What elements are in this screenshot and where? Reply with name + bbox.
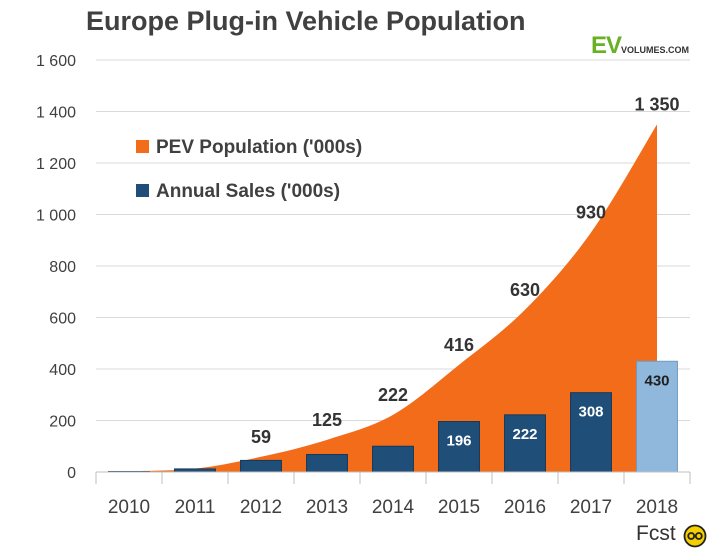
brand-ev: EV — [591, 32, 622, 59]
annual-sales-bar-forecast — [636, 360, 678, 473]
annual-sales-bar — [372, 445, 414, 473]
x-tick-label: 2018 — [636, 497, 678, 518]
x-tick-label: 2012 — [240, 497, 282, 518]
x-tick-label: 2014 — [372, 497, 415, 518]
legend-annual-sales-label: Annual Sales ('000s) — [156, 181, 340, 202]
y-tick-label: 1 400 — [36, 105, 76, 122]
brand-volumes: VOLUMES.COM — [621, 45, 690, 55]
legend-pev-population-swatch — [136, 140, 149, 153]
evvolumes-logo: EVVOLUMES.COM — [591, 32, 689, 60]
x-tick-label: 2010 — [108, 497, 150, 518]
x-tick-label: 2017 — [570, 497, 612, 518]
y-tick-label: 200 — [49, 414, 76, 431]
annual-sales-bar — [504, 414, 546, 473]
pev-population-data-label: 222 — [378, 385, 408, 405]
y-tick-label: 1 200 — [36, 156, 76, 173]
chart-title: Europe Plug-in Vehicle Population — [86, 6, 526, 36]
annual-sales-data-label: 430 — [644, 372, 669, 389]
forecast-label: Fcst — [636, 522, 676, 545]
y-tick-label: 1 600 — [36, 53, 76, 70]
y-tick-label: 400 — [49, 362, 76, 379]
pev-population-data-label: 630 — [510, 280, 540, 300]
y-tick-label: 1 000 — [36, 208, 76, 225]
y-tick-label: 0 — [67, 465, 76, 482]
legend-annual-sales-swatch — [136, 184, 149, 197]
x-tick-label: 2015 — [438, 497, 480, 518]
annual-sales-data-label: 222 — [512, 426, 537, 443]
legend-pev-population-label: PEV Population ('000s) — [156, 137, 362, 158]
y-tick-label: 800 — [49, 259, 76, 276]
pev-population-data-label: 930 — [576, 203, 606, 223]
pev-population-data-label: 59 — [251, 427, 271, 447]
x-tick-label: 2013 — [306, 497, 348, 518]
x-tick-label: 2016 — [504, 497, 546, 518]
annual-sales-bar — [240, 459, 282, 473]
forecast-icon — [683, 524, 707, 548]
annual-sales-bar — [438, 421, 480, 473]
annual-sales-bar — [306, 453, 348, 473]
annual-sales-data-label: 308 — [578, 404, 603, 421]
pev-population-data-label: 1 350 — [634, 94, 679, 114]
pev-population-data-label: 416 — [444, 335, 474, 355]
y-tick-label: 600 — [49, 311, 76, 328]
pev-population-area — [129, 124, 657, 472]
pev-population-data-label: 125 — [312, 410, 342, 430]
x-tick-label: 2011 — [175, 497, 216, 518]
annual-sales-bar — [570, 392, 612, 473]
annual-sales-data-label: 196 — [446, 433, 471, 450]
